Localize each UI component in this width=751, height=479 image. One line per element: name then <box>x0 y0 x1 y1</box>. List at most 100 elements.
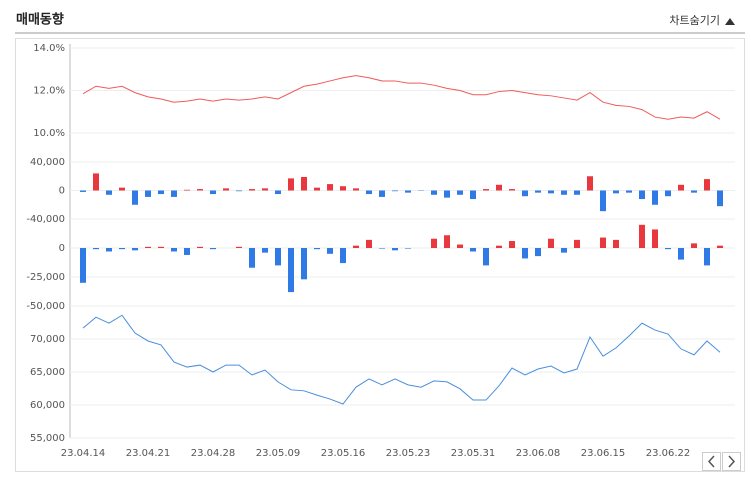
bar <box>184 189 190 191</box>
x-tick-label: 23.05.31 <box>451 448 496 459</box>
bar <box>210 248 216 250</box>
bar <box>704 179 710 191</box>
bar <box>301 248 307 280</box>
bar <box>145 190 151 197</box>
bar <box>561 248 567 253</box>
y-tick-label: -25,000 <box>26 272 65 283</box>
bar <box>483 248 489 266</box>
bar <box>145 246 151 248</box>
bar <box>561 190 567 195</box>
bar <box>652 229 658 248</box>
bar <box>262 248 268 253</box>
x-tick-label: 23.04.21 <box>126 448 171 459</box>
bar <box>106 190 112 195</box>
bar <box>93 248 99 250</box>
y-tick-label: -40,000 <box>26 214 65 225</box>
bar <box>626 190 632 193</box>
bar <box>704 248 710 266</box>
prev-button[interactable] <box>702 452 721 471</box>
bar <box>249 189 255 191</box>
bar <box>379 190 385 197</box>
bar <box>327 248 333 254</box>
bar <box>223 188 229 191</box>
bar <box>288 248 294 293</box>
bar <box>665 190 671 197</box>
bar <box>535 190 541 193</box>
bar <box>457 190 463 195</box>
bar <box>431 238 437 248</box>
bar <box>444 190 450 198</box>
bar <box>678 248 684 260</box>
line <box>82 314 721 405</box>
x-tick-label: 23.06.08 <box>516 448 561 459</box>
bar <box>340 248 346 264</box>
bar <box>691 190 697 193</box>
bar <box>119 248 125 250</box>
bar <box>236 190 242 192</box>
y-tick-label: -50,000 <box>26 301 65 312</box>
next-icon[interactable] <box>728 455 736 468</box>
bar <box>275 190 281 195</box>
bar <box>80 248 86 283</box>
bar <box>171 190 177 197</box>
bar <box>405 190 411 193</box>
bar <box>574 190 580 195</box>
bar <box>535 248 541 257</box>
bar <box>470 190 476 200</box>
bar <box>548 190 554 194</box>
bar <box>106 248 112 252</box>
next-box[interactable] <box>722 452 741 471</box>
bar <box>509 189 515 191</box>
bar <box>405 248 411 249</box>
bar <box>587 176 593 191</box>
bar <box>197 246 203 248</box>
bar <box>639 224 645 248</box>
bar <box>613 190 619 194</box>
bar <box>314 248 320 250</box>
toggle-label[interactable]: 차트숨기기 <box>669 14 720 27</box>
bar <box>314 187 320 191</box>
bar <box>301 176 307 191</box>
bar <box>678 184 684 191</box>
bar <box>509 241 515 248</box>
bar <box>288 178 294 191</box>
toggle-button[interactable]: 차트숨기기 <box>669 14 735 27</box>
bar <box>236 246 242 248</box>
bar <box>366 239 372 248</box>
y-tick-label: 40,000 <box>30 157 65 168</box>
next-button[interactable] <box>722 452 741 471</box>
toggle-icon[interactable] <box>725 18 735 25</box>
prev-box[interactable] <box>702 452 721 471</box>
bar <box>522 248 528 259</box>
bar <box>197 189 203 191</box>
x-tick-label: 23.05.23 <box>386 448 431 459</box>
y-tick-label: 14.0% <box>33 43 65 54</box>
bar <box>496 245 502 248</box>
bar <box>392 248 398 251</box>
chart-frame <box>15 38 745 472</box>
x-tick-label: 23.04.28 <box>191 448 236 459</box>
bar <box>275 248 281 266</box>
prev-icon[interactable] <box>707 455 715 468</box>
bar <box>522 190 528 197</box>
bar <box>171 248 177 252</box>
bar <box>444 235 450 248</box>
bar <box>80 190 86 192</box>
bar <box>652 190 658 205</box>
bar <box>574 239 580 248</box>
bar <box>366 190 372 195</box>
bar <box>613 239 619 248</box>
bar <box>353 245 359 248</box>
y-tick-label: 70,000 <box>30 334 65 345</box>
bar <box>548 238 554 248</box>
y-tick-label: 0 <box>59 243 65 254</box>
bar <box>262 188 268 191</box>
x-tick-label: 23.05.16 <box>321 448 366 459</box>
bar <box>392 190 398 192</box>
bar <box>496 184 502 191</box>
y-tick-label: 60,000 <box>30 400 65 411</box>
y-tick-label: 12.0% <box>33 86 65 97</box>
bar <box>600 237 606 248</box>
